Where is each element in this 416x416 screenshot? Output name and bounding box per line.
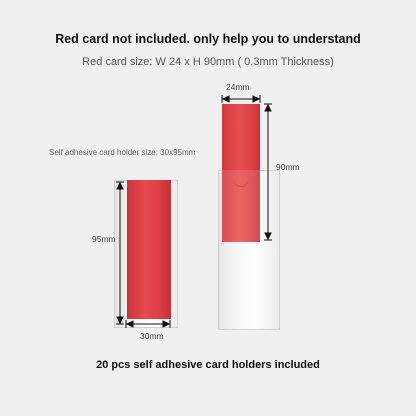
page-title: Red card not included. only help you to …	[55, 32, 361, 46]
red-card-left-image	[127, 180, 171, 319]
red-card-right-image	[222, 104, 260, 242]
card-height-label: 90mm	[276, 162, 300, 172]
holder-width-label: 30mm	[140, 331, 164, 341]
red-card-size-caption: Red card size: W 24 x H 90mm ( 0.3mm Thi…	[82, 56, 334, 68]
footer-caption: 20 pcs self adhesive card holders includ…	[96, 359, 320, 371]
card-width-label: 24mm	[226, 82, 250, 92]
holder-size-caption: Self adhesive card holder size: 30x95mm	[49, 148, 196, 157]
holder-height-label: 95mm	[92, 234, 116, 244]
holder-notch	[233, 178, 249, 187]
